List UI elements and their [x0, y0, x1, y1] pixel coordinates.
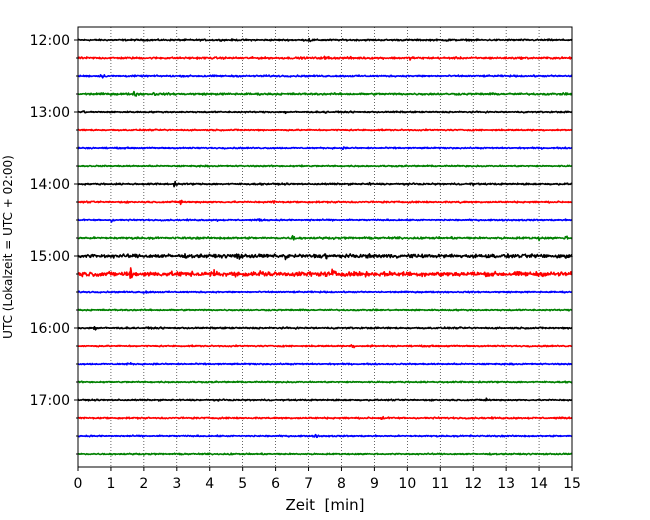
trace-1630 [77, 361, 573, 366]
y-hour-label: 15:00 [30, 249, 70, 265]
trace-1215 [77, 55, 573, 61]
trace-1400 [77, 180, 573, 188]
x-tick-label: 5 [238, 476, 247, 492]
x-tick-label: 12 [464, 476, 482, 492]
trace-1730 [77, 433, 573, 439]
trace-1345 [77, 164, 573, 168]
trace-1545 [77, 308, 573, 312]
plot-frame [77, 26, 573, 468]
x-tick-label: 3 [172, 476, 181, 492]
x-tick-label: 7 [304, 476, 313, 492]
trace-1415 [77, 199, 573, 206]
x-tick-label: 0 [74, 476, 83, 492]
trace-1445 [77, 234, 573, 242]
trace-1300 [77, 110, 573, 115]
x-tick-label: 4 [205, 476, 214, 492]
y-hour-label: 16:00 [30, 321, 70, 337]
trace-1500 [77, 253, 573, 261]
y-axis-label: UTC (Lokalzeit = UTC + 02:00) [1, 155, 15, 339]
trace-1700 [77, 397, 573, 402]
x-axis-label: Zeit [min] [285, 496, 364, 514]
trace-1615 [77, 344, 573, 349]
trace-1230 [77, 74, 573, 79]
trace-1515 [77, 267, 573, 279]
x-tick-label: 6 [271, 476, 280, 492]
trace-1200 [77, 37, 573, 43]
y-hour-label: 13:00 [30, 105, 70, 121]
x-tick-label: 11 [431, 476, 449, 492]
y-hour-label: 17:00 [30, 393, 70, 409]
trace-1745 [77, 452, 573, 456]
x-axis-ticks: 0 1 2 3 4 5 6 7 8 9 10 11 12 13 14 15 [74, 467, 581, 492]
seismogram-traces [77, 37, 573, 456]
x-tick-label: 14 [530, 476, 548, 492]
trace-1645 [77, 380, 573, 384]
y-hour-label: 14:00 [30, 177, 70, 193]
trace-1245 [77, 90, 573, 97]
trace-1330 [77, 146, 573, 151]
trace-1715 [77, 415, 573, 421]
trace-1600 [77, 325, 573, 331]
y-hour-label: 12:00 [30, 33, 70, 49]
x-tick-label: 10 [398, 476, 416, 492]
trace-1430 [77, 218, 573, 223]
x-tick-label: 9 [370, 476, 379, 492]
x-tick-label: 1 [106, 476, 115, 492]
x-tick-label: 2 [139, 476, 148, 492]
y-axis-ticks: 12:00 13:00 14:00 15:00 16:00 17:00 [30, 33, 78, 455]
trace-1530 [77, 290, 573, 294]
trace-1315 [77, 128, 573, 132]
x-tick-label: 15 [563, 476, 581, 492]
x-tick-label: 13 [497, 476, 515, 492]
x-tick-label: 8 [337, 476, 346, 492]
vertical-gridlines [110, 27, 540, 467]
